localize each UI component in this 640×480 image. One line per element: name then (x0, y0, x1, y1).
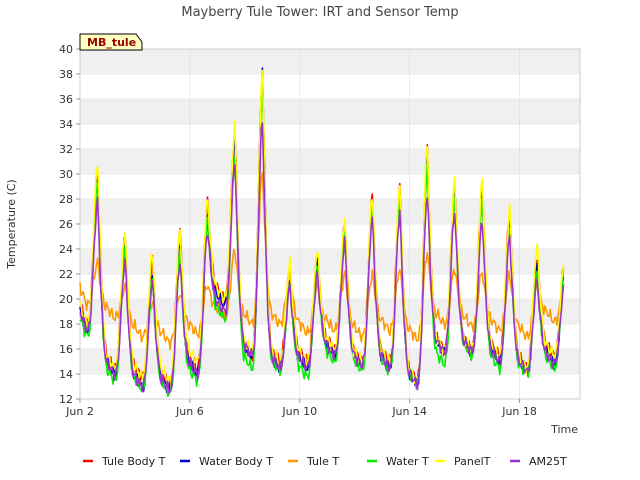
site-label-tag: MB_tule (79, 33, 143, 51)
y-tick-label: 26 (59, 218, 73, 231)
grid-band (80, 149, 580, 174)
y-tick-label: 12 (59, 393, 73, 406)
grid-band (80, 199, 580, 224)
x-tick-label: Jun 10 (281, 405, 317, 418)
y-tick-label: 40 (59, 43, 73, 56)
chart-title: Mayberry Tule Tower: IRT and Sensor Temp (181, 5, 458, 20)
site-label: MB_tule (87, 36, 136, 49)
y-axis-label: Temperature (C) (5, 179, 18, 269)
x-tick-label: Jun 18 (501, 405, 537, 418)
y-tick-label: 34 (59, 118, 73, 131)
legend-label: AM25T (529, 455, 567, 468)
x-axis-label: Time (550, 423, 578, 436)
series-line (79, 122, 565, 394)
legend-label: Water Body T (199, 455, 273, 468)
legend-label: PanelT (454, 455, 491, 468)
y-tick-label: 38 (59, 68, 73, 81)
x-tick-label: Jun 14 (391, 405, 427, 418)
x-tick-label: Jun 2 (65, 405, 94, 418)
grid-band (80, 49, 580, 74)
legend-label: Tule Body T (101, 455, 166, 468)
y-tick-label: 30 (59, 168, 73, 181)
grid-band (80, 249, 580, 274)
y-tick-label: 32 (59, 143, 73, 156)
y-tick-label: 20 (59, 293, 73, 306)
y-tick-label: 18 (59, 318, 73, 331)
y-tick-label: 16 (59, 343, 73, 356)
legend-label: Tule T (306, 455, 339, 468)
x-tick-label: Jun 6 (175, 405, 204, 418)
y-tick-label: 28 (59, 193, 73, 206)
series-line (79, 69, 565, 385)
y-tick-label: 14 (59, 368, 73, 381)
grid-band (80, 99, 580, 124)
y-tick-label: 24 (59, 243, 73, 256)
legend: Tule Body T Water Body T Tule T Water T Pane… (83, 455, 567, 468)
site-label-box (79, 33, 143, 51)
legend-label: Water T (386, 455, 429, 468)
y-tick-label: 22 (59, 268, 73, 281)
y-tick-label: 36 (59, 93, 73, 106)
